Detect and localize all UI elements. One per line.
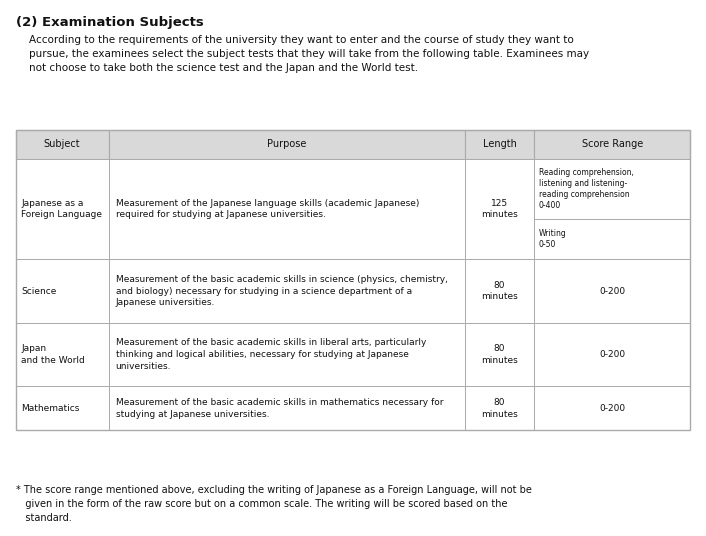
Text: Subject: Subject	[44, 139, 80, 149]
Text: Length: Length	[482, 139, 516, 149]
Text: 125
minutes: 125 minutes	[481, 199, 517, 219]
Text: Measurement of the basic academic skills in liberal arts, particularly
thinking : Measurement of the basic academic skills…	[116, 338, 426, 370]
Text: 0-200: 0-200	[599, 287, 626, 295]
Text: 80
minutes: 80 minutes	[481, 281, 517, 301]
Text: Mathematics: Mathematics	[21, 404, 80, 413]
Text: 80
minutes: 80 minutes	[481, 344, 517, 364]
Text: Reading comprehension,
listening and listening-
reading comprehension
0-400: Reading comprehension, listening and lis…	[539, 168, 634, 210]
Text: 80
minutes: 80 minutes	[481, 398, 517, 419]
Text: According to the requirements of the university they want to enter and the cours: According to the requirements of the uni…	[16, 35, 589, 73]
Text: Purpose: Purpose	[267, 139, 306, 149]
Text: 0-200: 0-200	[599, 350, 626, 359]
Text: Measurement of the basic academic skills in mathematics necessary for
studying a: Measurement of the basic academic skills…	[116, 398, 443, 419]
Text: Japanese as a
Foreign Language: Japanese as a Foreign Language	[21, 199, 102, 219]
Text: Japan
and the World: Japan and the World	[21, 344, 85, 364]
Text: 0-200: 0-200	[599, 404, 626, 413]
Text: (2) Examination Subjects: (2) Examination Subjects	[16, 16, 203, 29]
Text: Score Range: Score Range	[582, 139, 642, 149]
Text: Science: Science	[21, 287, 56, 295]
Text: Writing
0-50: Writing 0-50	[539, 229, 567, 249]
Text: Measurement of the basic academic skills in science (physics, chemistry,
and bio: Measurement of the basic academic skills…	[116, 275, 448, 307]
Text: * The score range mentioned above, excluding the writing of Japanese as a Foreig: * The score range mentioned above, exclu…	[16, 485, 532, 523]
Text: Measurement of the Japanese language skills (academic Japanese)
required for stu: Measurement of the Japanese language ski…	[116, 199, 419, 219]
